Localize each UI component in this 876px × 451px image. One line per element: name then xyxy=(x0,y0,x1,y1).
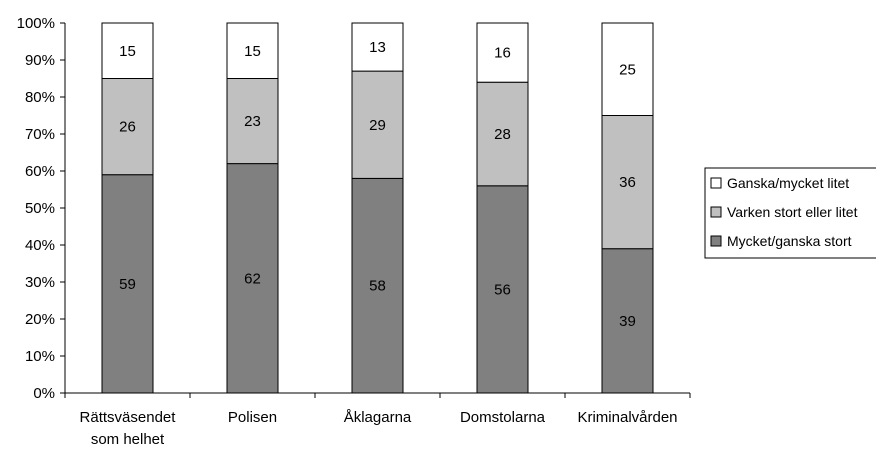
y-tick-label: 100% xyxy=(17,15,55,32)
x-category-label: Kriminalvården xyxy=(577,409,677,426)
bar-data-label: 62 xyxy=(244,270,261,287)
bar-data-label: 15 xyxy=(119,43,136,60)
legend-box xyxy=(704,167,876,259)
chart-legend: Ganska/mycket litet Varken stort eller li… xyxy=(704,167,876,259)
legend-label: Mycket/ganska stort xyxy=(727,233,852,249)
x-category-label: Domstolarna xyxy=(460,409,546,426)
bar-segment xyxy=(226,22,279,79)
bar-segment xyxy=(601,22,654,116)
y-tick-label: 90% xyxy=(25,52,55,69)
bar-data-label: 16 xyxy=(494,45,511,62)
bar-segment xyxy=(226,78,279,165)
bar-data-label: 39 xyxy=(619,313,636,330)
chart-bars xyxy=(101,22,654,394)
chart-axes: 0% 10% 20% 30% 40% 50% 60% 70% 80% 90% 100% Rättsvä… xyxy=(17,15,691,448)
x-category-label: Polisen xyxy=(228,409,277,426)
legend-label: Varken stort eller litet xyxy=(727,204,858,220)
bar-data-label: 28 xyxy=(494,126,511,143)
x-category-label: som helhet xyxy=(91,431,165,448)
bar-data-label: 59 xyxy=(119,276,136,293)
bar-data-label: 25 xyxy=(619,61,636,78)
bar-segment xyxy=(101,22,154,79)
bar-segment xyxy=(351,70,404,179)
legend-swatch xyxy=(710,206,722,218)
bar-data-label: 26 xyxy=(119,119,136,136)
y-tick-label: 40% xyxy=(25,237,55,254)
y-tick-label: 0% xyxy=(33,385,55,402)
bar-data-label: 13 xyxy=(369,39,386,56)
y-tick-label: 10% xyxy=(25,348,55,365)
y-tick-label: 60% xyxy=(25,163,55,180)
x-category-label: Rättsväsendet xyxy=(80,409,177,426)
legend-swatch xyxy=(710,235,722,247)
bar-segment xyxy=(101,78,154,176)
bar-segment xyxy=(351,177,404,394)
y-tick-label: 30% xyxy=(25,274,55,291)
bar-data-label: 58 xyxy=(369,278,386,295)
y-tick-label: 20% xyxy=(25,311,55,328)
bar-segment xyxy=(101,174,154,394)
y-tick-label: 80% xyxy=(25,89,55,106)
x-category-label: Åklagarna xyxy=(344,409,412,426)
bar-segment xyxy=(476,185,529,394)
y-tick-label: 70% xyxy=(25,126,55,143)
bar-data-label: 23 xyxy=(244,113,261,130)
legend-label: Ganska/mycket litet xyxy=(727,175,849,191)
bar-data-label: 36 xyxy=(619,174,636,191)
bar-segment xyxy=(601,115,654,250)
bar-data-label: 15 xyxy=(244,43,261,60)
bar-segment xyxy=(476,81,529,187)
bar-data-label: 56 xyxy=(494,281,511,298)
bar-segment xyxy=(351,22,404,72)
legend-swatch xyxy=(710,177,722,189)
bar-data-label: 29 xyxy=(369,117,386,134)
y-tick-label: 50% xyxy=(25,200,55,217)
chart-data-labels: 59 26 15 62 23 15 58 29 13 56 28 16 39 36 25 xyxy=(119,39,636,330)
bar-segment xyxy=(476,22,529,83)
